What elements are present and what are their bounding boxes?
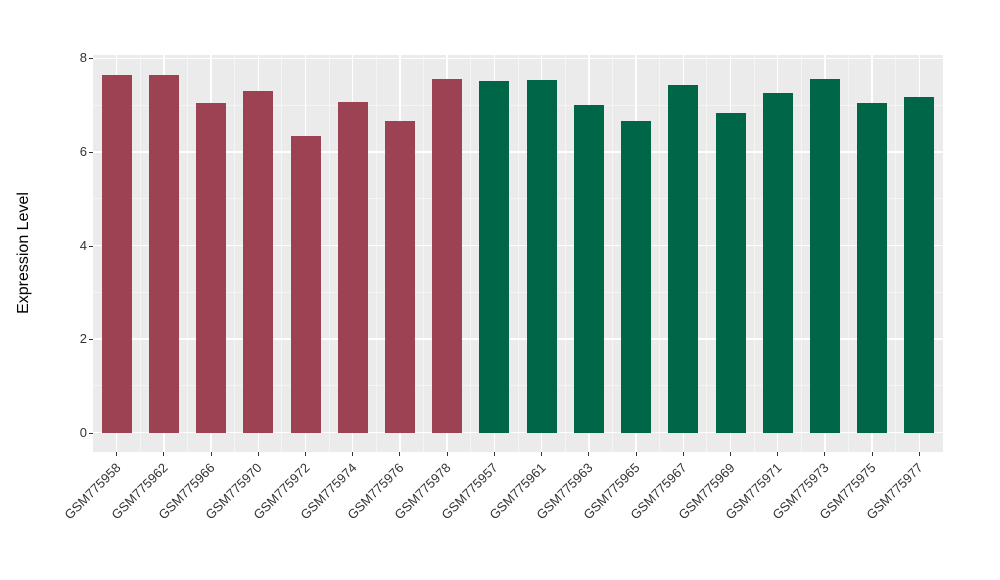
y-axis-tick	[89, 245, 93, 247]
gridline-minor-vertical	[706, 55, 708, 452]
bar-GSM775961	[526, 79, 557, 433]
bar-GSM775975	[857, 102, 888, 433]
bar-GSM775977	[904, 96, 935, 433]
gridline-minor-vertical	[753, 55, 755, 452]
x-axis-tick	[163, 452, 165, 456]
gridline-minor-vertical	[470, 55, 472, 452]
y-axis-tick	[89, 432, 93, 434]
gridline-minor-vertical	[611, 55, 613, 452]
gridline-minor-vertical	[328, 55, 330, 452]
gridline-minor-vertical	[186, 55, 188, 452]
x-axis-tick	[305, 452, 306, 456]
x-axis-tick	[635, 452, 637, 456]
bar-GSM775971	[762, 92, 793, 433]
gridline-minor-vertical	[659, 55, 661, 452]
bar-GSM775963	[573, 104, 604, 433]
x-axis-tick	[777, 452, 779, 456]
x-axis-tick	[116, 452, 118, 456]
y-axis-tick	[89, 151, 93, 153]
gridline-major-horizontal	[93, 151, 943, 153]
plot-area	[93, 55, 943, 452]
x-axis-tick	[352, 452, 354, 456]
y-axis-title: Expression Level	[15, 192, 32, 314]
bar-GSM775962	[148, 75, 179, 433]
y-axis-tick	[89, 58, 93, 60]
bar-GSM775966	[196, 102, 227, 433]
gridline-major-horizontal	[93, 244, 943, 247]
x-axis-tick	[918, 452, 920, 456]
y-tick-label: 6	[79, 143, 87, 159]
x-axis-tick	[871, 452, 873, 456]
x-axis-tick	[541, 452, 543, 456]
bar-GSM775969	[715, 112, 746, 433]
gridline-minor-vertical	[895, 55, 897, 452]
y-tick-label: 4	[79, 237, 87, 253]
gridline-minor-vertical	[375, 55, 377, 452]
x-axis-labels: GSM775958 GSM775962 GSM775966 GSM775970 GSM7…	[61, 460, 943, 580]
x-axis-tick	[493, 452, 495, 456]
y-tick-label: 0	[79, 424, 87, 440]
y-tick-label: 2	[79, 331, 87, 347]
gridline-minor-vertical	[423, 55, 425, 452]
gridline-minor-vertical	[848, 55, 850, 452]
y-axis-tick	[89, 339, 93, 341]
gridline-minor-vertical	[234, 55, 236, 452]
bar-GSM775958	[101, 75, 132, 433]
x-axis-tick	[210, 452, 212, 456]
bar-GSM775973	[809, 78, 840, 433]
gridline-minor-vertical	[800, 55, 802, 452]
bar-GSM775976	[384, 120, 415, 433]
gridline-minor-vertical	[281, 55, 283, 452]
gridline-minor-vertical	[517, 55, 519, 452]
bar-GSM775957	[479, 80, 510, 433]
bar-GSM775974	[337, 101, 368, 433]
x-axis-tick	[730, 452, 731, 456]
x-axis-tick	[257, 452, 259, 456]
gridline-major-horizontal	[93, 338, 943, 340]
bar-GSM775972	[290, 135, 321, 433]
x-axis-tick	[446, 452, 448, 456]
y-tick-label: 8	[79, 50, 87, 66]
x-axis-tick	[682, 452, 684, 456]
gridline-major-horizontal	[93, 57, 943, 60]
x-axis-tick	[399, 452, 401, 456]
gridline-minor-vertical	[139, 55, 141, 452]
gridline-major-horizontal	[93, 431, 943, 434]
bar-GSM775965	[621, 120, 652, 433]
bar-GSM775970	[243, 90, 274, 433]
x-axis-tick	[824, 452, 826, 456]
x-axis-tick	[588, 452, 590, 456]
gridline-minor-vertical	[564, 55, 566, 452]
bar-GSM775967	[668, 85, 699, 433]
bar-GSM775978	[432, 79, 463, 433]
